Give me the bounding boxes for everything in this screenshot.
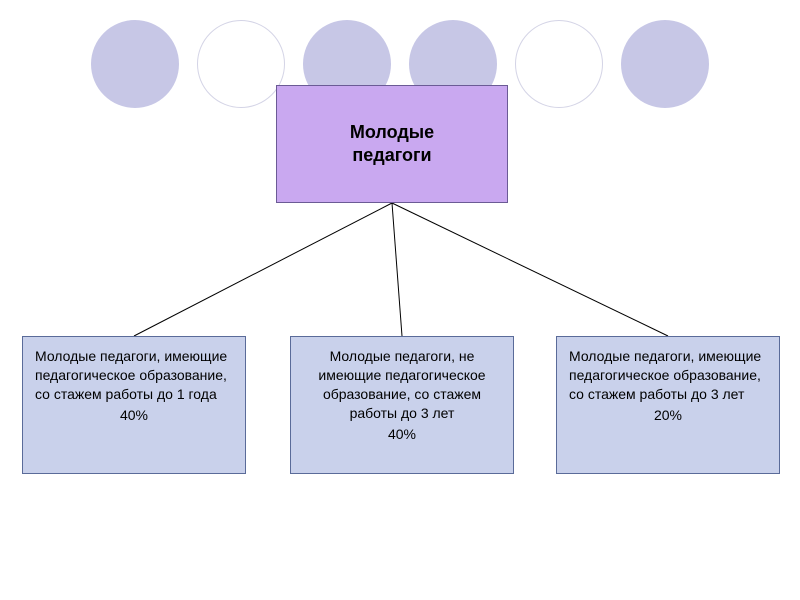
decorative-circle	[197, 20, 285, 108]
root-node: Молодыепедагоги	[276, 85, 508, 203]
decorative-circle	[91, 20, 179, 108]
connector-line	[134, 203, 392, 336]
child-node-percent: 20%	[569, 406, 767, 425]
decorative-circle	[621, 20, 709, 108]
decorative-circle	[515, 20, 603, 108]
child-node-text: Молодые педагоги, не имеющие педагогичес…	[303, 347, 501, 423]
child-node-text: Молодые педагоги, имеющие педагогическое…	[35, 347, 233, 404]
child-node: Молодые педагоги, имеющие педагогическое…	[556, 336, 780, 474]
root-node-label: Молодыепедагоги	[350, 121, 434, 168]
child-node-text: Молодые педагоги, имеющие педагогическое…	[569, 347, 767, 404]
child-node-percent: 40%	[303, 425, 501, 444]
connector-line	[392, 203, 668, 336]
child-node: Молодые педагоги, не имеющие педагогичес…	[290, 336, 514, 474]
child-node-percent: 40%	[35, 406, 233, 425]
child-node: Молодые педагоги, имеющие педагогическое…	[22, 336, 246, 474]
connector-line	[392, 203, 402, 336]
